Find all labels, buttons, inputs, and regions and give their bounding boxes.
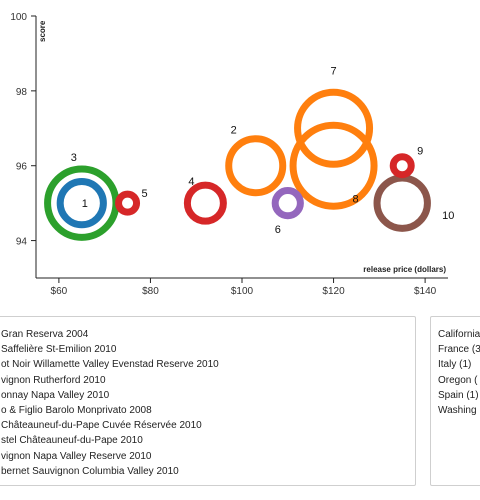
y-axis-title: score xyxy=(38,20,47,42)
x-tick-label: $80 xyxy=(142,286,159,297)
wine-list-item[interactable]: stel Châteauneuf-du-Pape 2010 xyxy=(1,435,143,447)
bubble-2[interactable] xyxy=(225,135,287,197)
x-tick-label: $140 xyxy=(414,286,437,297)
y-tick-label: 100 xyxy=(10,12,27,23)
region-list-item[interactable]: Oregon ( xyxy=(438,374,478,386)
wine-list-panel: Gran Reserva 2004 Saffelière St-Emilion 2… xyxy=(0,316,416,486)
wine-list-item[interactable]: o & Figlio Barolo Monprivato 2008 xyxy=(1,405,152,417)
bubble-label-6: 6 xyxy=(275,224,281,236)
wine-list-item[interactable]: bernet Sauvignon Columbia Valley 2010 xyxy=(1,465,179,477)
wine-list-item[interactable]: ot Noir Willamette Valley Evenstad Reser… xyxy=(1,359,219,371)
x-axis-ticks: $60 $80 $100 $120 $140 xyxy=(51,278,437,297)
wine-list-item[interactable]: Gran Reserva 2004 xyxy=(1,329,89,340)
wine-list: Gran Reserva 2004 Saffelière St-Emilion 2… xyxy=(1,327,219,479)
bubble-6[interactable] xyxy=(271,187,304,220)
y-tick-label: 98 xyxy=(16,87,28,98)
bubble-9[interactable] xyxy=(389,153,415,179)
bubble-label-9: 9 xyxy=(417,146,423,158)
wine-list-item[interactable]: onnay Napa Valley 2010 xyxy=(1,389,110,401)
region-list-item[interactable]: Washing xyxy=(438,405,477,417)
region-list-item[interactable]: France (3 xyxy=(438,344,480,356)
bubble-label-7: 7 xyxy=(330,65,336,77)
plot-area: 1 2 3 4 5 6 7 8 9 10 xyxy=(44,65,454,241)
bubble-label-10: 10 xyxy=(442,210,454,222)
bubble-chart: 1 2 3 4 5 6 7 8 9 10 94 96 98 100 $60 $80 $100 $120 $140… xyxy=(10,12,454,297)
bubble-label-4: 4 xyxy=(188,176,194,188)
bubble-label-8: 8 xyxy=(352,194,358,206)
x-tick-label: $60 xyxy=(51,286,68,297)
wine-list-item[interactable]: vignon Rutherford 2010 xyxy=(1,374,106,386)
bubble-10[interactable] xyxy=(373,174,431,232)
bubble-label-2: 2 xyxy=(231,125,237,137)
bubble-4[interactable] xyxy=(183,181,227,225)
wine-list-item[interactable]: vignon Napa Valley Reserve 2010 xyxy=(1,450,152,462)
x-axis-title: release price (dollars) xyxy=(363,265,446,274)
region-list-item[interactable]: Spain (1) xyxy=(438,389,479,401)
x-tick-label: $100 xyxy=(231,286,254,297)
region-list: California France (3 Italy (1) Oregon ( Spai… xyxy=(438,327,480,418)
bubble-7[interactable] xyxy=(294,88,374,168)
bubble-label-1: 1 xyxy=(82,198,88,210)
bubble-8[interactable] xyxy=(289,121,378,210)
wine-list-item[interactable]: Châteauneuf-du-Pape Cuvée Réservée 2010 xyxy=(1,420,202,432)
region-list-item[interactable]: Italy (1) xyxy=(438,359,472,371)
y-axis-ticks: 94 96 98 100 xyxy=(10,12,36,248)
bubble-label-5: 5 xyxy=(141,188,147,200)
region-list-panel: California France (3 Italy (1) Oregon ( Spai… xyxy=(430,316,480,486)
region-list-item[interactable]: California xyxy=(438,329,480,340)
bubble-5[interactable] xyxy=(115,190,141,216)
y-tick-label: 94 xyxy=(16,237,28,248)
bubble-label-3: 3 xyxy=(71,152,77,164)
x-tick-label: $120 xyxy=(322,286,345,297)
wine-list-item[interactable]: Saffelière St-Emilion 2010 xyxy=(1,344,117,356)
bubble-1[interactable] xyxy=(56,178,107,229)
y-tick-label: 96 xyxy=(16,162,28,173)
